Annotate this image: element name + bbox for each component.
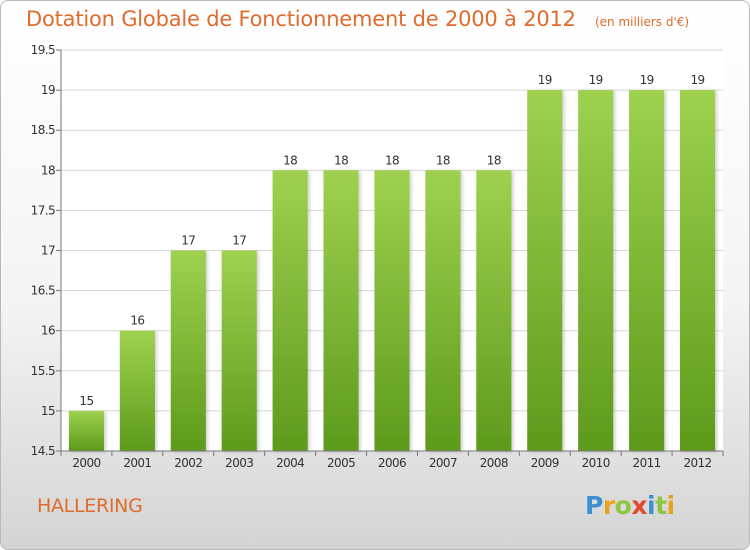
bar [527,90,563,451]
proxiti-logo: Proxiti [585,491,675,520]
y-tick-label: 17 [41,244,55,258]
bar [68,410,105,451]
x-axis: 2000 2001 2002 2003 2004 2005 2006 2007 2008 2009… [60,450,724,470]
data-label: 19 [538,73,552,87]
bars [68,90,716,452]
bar [170,250,206,451]
x-tick-label: 2011 [633,456,661,470]
bar [272,170,308,452]
logo-letter: o [614,491,632,520]
x-tick-label: 2009 [531,456,559,470]
bar [119,330,155,451]
y-tick-label: 14.5 [31,444,55,458]
y-tick-label: 19 [41,83,55,97]
x-tick-label: 2012 [683,456,711,470]
bar [323,170,359,452]
chart-unit-label: (en milliers d'€) [594,15,690,29]
y-tick-label: 19.5 [31,43,55,57]
chart-title: Dotation Globale de Fonctionnement de 20… [26,7,576,31]
logo-letter: i [666,491,676,520]
data-label: 15 [79,394,93,408]
y-tick-label: 18.5 [31,123,55,137]
y-tick-label: 18 [41,163,55,177]
x-tick-label: 2000 [72,456,100,470]
x-tick-label: 2008 [480,456,508,470]
x-tick-label: 2010 [582,456,610,470]
logo-letter: i [647,491,656,520]
x-tick-label: 2003 [225,456,253,470]
data-label: 18 [334,153,348,167]
bar [374,170,410,452]
y-axis: 14.5 15 15.5 16 16.5 17 17.5 18 18.5 19 19.5 [31,43,62,458]
y-tick-label: 16 [41,324,55,338]
logo-letter: x [631,491,647,520]
logo-letter: t [655,491,667,520]
data-label: 18 [385,153,399,167]
bar [679,90,716,451]
logo-letter: r [602,491,615,520]
bar [425,170,461,452]
data-label: 19 [589,73,603,87]
data-label: 17 [181,234,195,248]
bar [221,250,257,451]
data-label: 18 [283,153,297,167]
y-tick-label: 16.5 [31,284,55,298]
data-label: 19 [690,73,704,87]
x-tick-label: 2001 [123,456,151,470]
data-label: 19 [640,73,654,87]
bar [578,90,614,451]
commune-name: HALLERING [37,495,143,517]
data-label: 16 [130,314,144,328]
data-label: 18 [487,153,501,167]
x-tick-label: 2007 [429,456,457,470]
x-tick-label: 2002 [174,456,202,470]
title-row: Dotation Globale de Fonctionnement de 20… [26,7,689,31]
y-tick-label: 17.5 [31,203,55,217]
data-labels: 15 16 17 17 18 18 18 18 18 19 19 19 19 [79,73,705,408]
y-tick-label: 15 [41,404,55,418]
bar [476,170,512,452]
data-label: 17 [232,234,246,248]
x-tick-label: 2004 [276,456,304,470]
data-label: 18 [436,153,450,167]
x-tick-label: 2006 [378,456,406,470]
y-tick-label: 15.5 [31,364,55,378]
x-tick-label: 2005 [327,456,355,470]
logo-letter: P [585,491,603,520]
bar [629,90,665,451]
